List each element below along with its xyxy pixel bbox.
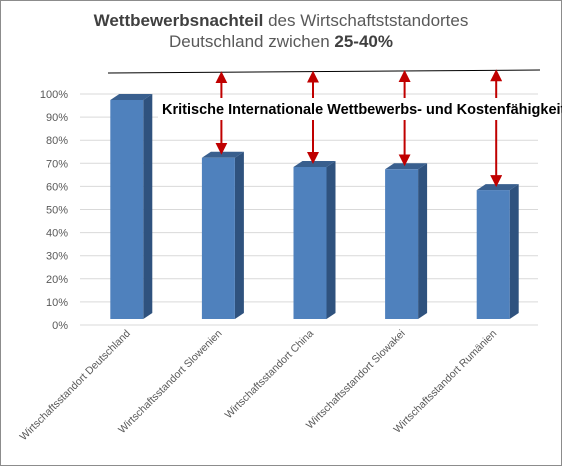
- bar: [201, 151, 244, 319]
- y-tick-label: 80%: [46, 135, 68, 147]
- bar-side: [143, 94, 153, 319]
- reference-line: [107, 69, 541, 74]
- y-tick-label: 90%: [46, 112, 68, 124]
- bar: [293, 160, 336, 319]
- bar: [476, 184, 519, 319]
- y-tick-label: 30%: [46, 251, 68, 263]
- title-line-1: Wettbewerbsnachteil des Wirtschaftststan…: [0, 10, 562, 31]
- y-tick-label: 10%: [46, 297, 68, 309]
- arrows: [215, 69, 503, 188]
- y-tick-label: 60%: [46, 181, 68, 193]
- bar-top: [385, 163, 428, 170]
- bar-side: [509, 184, 519, 319]
- bar-front: [293, 166, 327, 319]
- bar-top: [201, 151, 244, 158]
- bars: [110, 94, 519, 319]
- x-tick-label: Wirtschaftsstandort Rumänien: [391, 328, 499, 436]
- x-tick-label: Wirtschaftsstandort Slowenien: [116, 328, 224, 436]
- title-bold-word: Wettbewerbsnachteil: [93, 11, 264, 30]
- bar-side: [234, 151, 244, 319]
- y-tick-label: 100%: [40, 89, 68, 101]
- y-tick-label: 70%: [46, 158, 68, 170]
- x-tick-label: Wirtschaftsstandort Slowakei: [304, 328, 408, 432]
- bar-top: [476, 184, 519, 191]
- bar-top: [293, 160, 336, 167]
- bar-front: [110, 100, 144, 319]
- y-axis-ticks: 0% 10% 20% 30% 40% 50% 60% 70% 80% 90% 100%: [40, 89, 68, 332]
- chart-title: Wettbewerbsnachteil des Wirtschaftststan…: [0, 10, 562, 52]
- annotation-text: Kritische Internationale Wettbewerbs- un…: [162, 102, 562, 118]
- y-tick-label: 20%: [46, 274, 68, 286]
- title-line-1-rest: des Wirtschaftststandortes: [263, 11, 469, 30]
- bar-front: [476, 190, 510, 319]
- title-bold-range: 25-40%: [334, 32, 393, 51]
- bar-side: [326, 160, 336, 319]
- bar: [110, 94, 153, 319]
- bar-front: [385, 169, 419, 319]
- x-axis-labels: Wirtschaftsstandort DeutschlandWirtschaf…: [18, 328, 500, 443]
- title-line-2-rest: Deutschland zwichen: [169, 32, 335, 51]
- bar: [385, 163, 428, 319]
- title-line-2: Deutschland zwichen 25-40%: [0, 31, 562, 52]
- y-tick-label: 50%: [46, 205, 68, 217]
- bar-front: [201, 157, 235, 319]
- bar-top: [110, 94, 153, 100]
- x-tick-label: Wirtschaftsstandort China: [223, 328, 317, 422]
- y-tick-label: 40%: [46, 228, 68, 240]
- bar-side: [418, 163, 428, 319]
- x-tick-label: Wirtschaftsstandort Deutschland: [18, 328, 133, 443]
- annotation-background: [158, 98, 558, 120]
- y-tick-label: 0%: [52, 320, 68, 332]
